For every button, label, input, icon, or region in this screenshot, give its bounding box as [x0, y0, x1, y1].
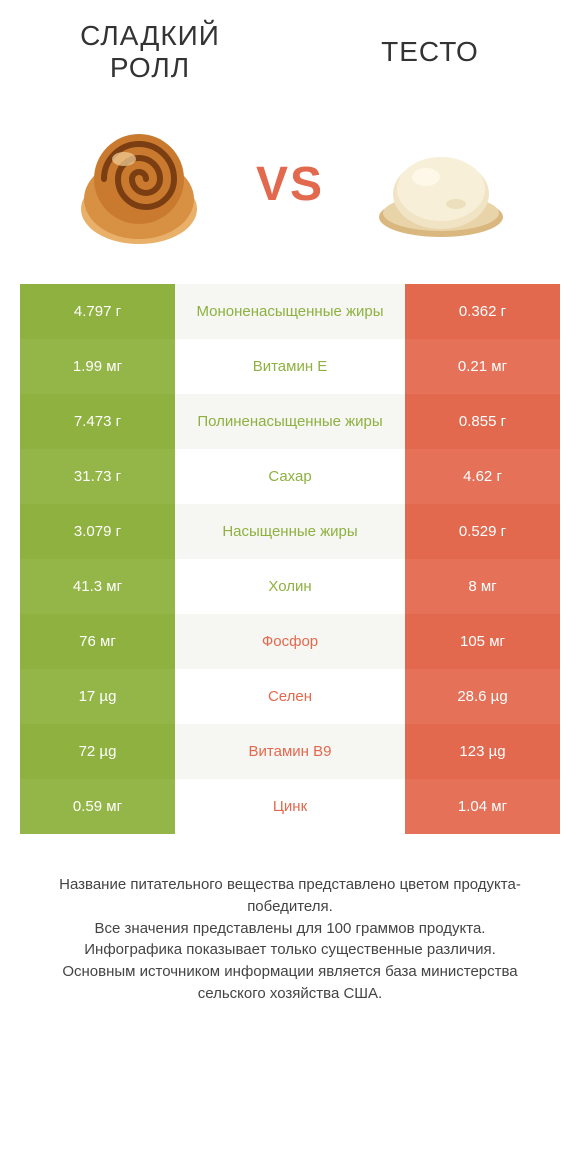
nutrient-label: Холин — [175, 559, 405, 614]
table-row: 3.079 гНасыщенные жиры0.529 г — [20, 504, 560, 559]
nutrient-label: Насыщенные жиры — [175, 504, 405, 559]
left-value: 17 µg — [20, 669, 175, 724]
images-row: VS — [20, 104, 560, 264]
left-value: 3.079 г — [20, 504, 175, 559]
left-value: 41.3 мг — [20, 559, 175, 614]
left-value: 7.473 г — [20, 394, 175, 449]
footer-line: Основным источником информации является … — [30, 961, 550, 1005]
left-value: 0.59 мг — [20, 779, 175, 834]
footer-line: Название питательного вещества представл… — [30, 874, 550, 918]
right-value: 4.62 г — [405, 449, 560, 504]
right-value: 28.6 µg — [405, 669, 560, 724]
nutrient-label: Витамин E — [175, 339, 405, 394]
footer-line: Все значения представлены для 100 граммо… — [30, 918, 550, 940]
vs-label: VS — [256, 157, 324, 212]
table-row: 4.797 гМононенасыщенные жиры0.362 г — [20, 284, 560, 339]
left-value: 1.99 мг — [20, 339, 175, 394]
right-value: 8 мг — [405, 559, 560, 614]
right-value: 123 µg — [405, 724, 560, 779]
table-row: 1.99 мгВитамин E0.21 мг — [20, 339, 560, 394]
nutrient-label: Селен — [175, 669, 405, 724]
left-product-title: СЛАДКИЙ РОЛЛ — [50, 20, 250, 84]
table-row: 31.73 гСахар4.62 г — [20, 449, 560, 504]
nutrient-label: Витамин B9 — [175, 724, 405, 779]
left-value: 4.797 г — [20, 284, 175, 339]
left-value: 31.73 г — [20, 449, 175, 504]
table-row: 17 µgСелен28.6 µg — [20, 669, 560, 724]
nutrient-label: Мононенасыщенные жиры — [175, 284, 405, 339]
header: СЛАДКИЙ РОЛЛ ТЕСТО — [20, 20, 560, 84]
nutrient-label: Сахар — [175, 449, 405, 504]
left-value: 72 µg — [20, 724, 175, 779]
table-row: 7.473 гПолиненасыщенные жиры0.855 г — [20, 394, 560, 449]
nutrient-label: Цинк — [175, 779, 405, 834]
comparison-table: 4.797 гМононенасыщенные жиры0.362 г1.99 … — [20, 284, 560, 834]
right-value: 105 мг — [405, 614, 560, 669]
nutrient-label: Полиненасыщенные жиры — [175, 394, 405, 449]
right-product-title: ТЕСТО — [330, 36, 530, 68]
sweet-roll-image — [59, 104, 219, 264]
right-value: 0.529 г — [405, 504, 560, 559]
left-value: 76 мг — [20, 614, 175, 669]
table-row: 76 мгФосфор105 мг — [20, 614, 560, 669]
footer-notes: Название питательного вещества представл… — [20, 874, 560, 1005]
right-value: 1.04 мг — [405, 779, 560, 834]
table-row: 0.59 мгЦинк1.04 мг — [20, 779, 560, 834]
right-value: 0.362 г — [405, 284, 560, 339]
table-row: 41.3 мгХолин8 мг — [20, 559, 560, 614]
right-value: 0.21 мг — [405, 339, 560, 394]
dough-image — [361, 104, 521, 264]
table-row: 72 µgВитамин B9123 µg — [20, 724, 560, 779]
right-value: 0.855 г — [405, 394, 560, 449]
footer-line: Инфографика показывает только существенн… — [30, 939, 550, 961]
nutrient-label: Фосфор — [175, 614, 405, 669]
